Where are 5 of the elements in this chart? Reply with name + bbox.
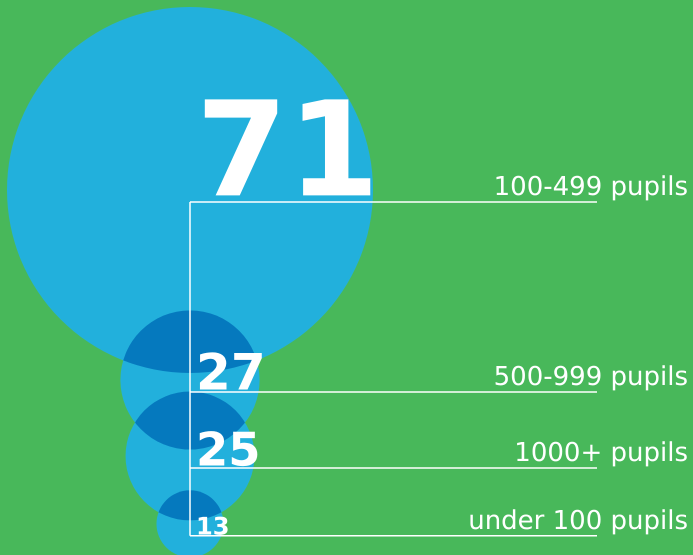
- category-label: under 100 pupils: [468, 506, 688, 536]
- category-label: 500-999 pupils: [494, 362, 688, 392]
- data-label: 71: [196, 74, 380, 228]
- category-label: 100-499 pupils: [494, 172, 688, 202]
- category-label: 1000+ pupils: [514, 438, 688, 468]
